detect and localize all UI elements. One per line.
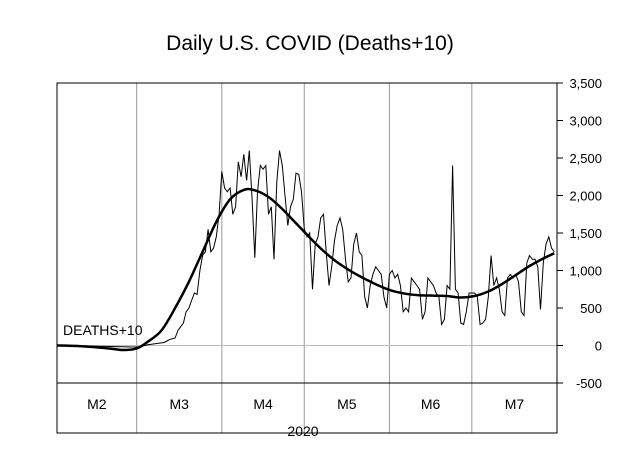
chart-title: Daily U.S. COVID (Deaths+10) bbox=[166, 32, 454, 55]
y-tick-label: 2,500 bbox=[569, 151, 602, 166]
x-month-label: M7 bbox=[505, 396, 525, 412]
month-grid-lines bbox=[57, 83, 557, 433]
series-annotation-label: DEATHS+10 bbox=[63, 322, 143, 338]
y-axis-ticks: -500 0 500 1,000 1,500 2,000 2,500 3,000 3,500 bbox=[557, 76, 602, 391]
x-month-label: M3 bbox=[170, 396, 190, 412]
x-axis-title: 2020 bbox=[287, 423, 318, 439]
x-month-label: M6 bbox=[421, 396, 441, 412]
y-tick-label: 3,000 bbox=[569, 114, 602, 129]
y-tick-label: 500 bbox=[580, 301, 602, 316]
x-month-label: M4 bbox=[253, 396, 273, 412]
x-month-label: M5 bbox=[337, 396, 357, 412]
y-tick-label: 0 bbox=[595, 339, 602, 354]
y-tick-label: 1,000 bbox=[569, 264, 602, 279]
y-tick-label: -500 bbox=[576, 376, 602, 391]
daily-deaths-line bbox=[56, 150, 555, 348]
x-axis-month-labels: M2 M3 M4 M5 M6 M7 bbox=[87, 396, 524, 412]
y-tick-label: 3,500 bbox=[569, 76, 602, 91]
x-month-label: M2 bbox=[87, 396, 107, 412]
plot-frame bbox=[56, 82, 558, 434]
y-tick-label: 1,500 bbox=[569, 226, 602, 241]
y-tick-label: 2,000 bbox=[569, 189, 602, 204]
trend-line bbox=[56, 187, 555, 352]
series-layer bbox=[56, 150, 555, 352]
